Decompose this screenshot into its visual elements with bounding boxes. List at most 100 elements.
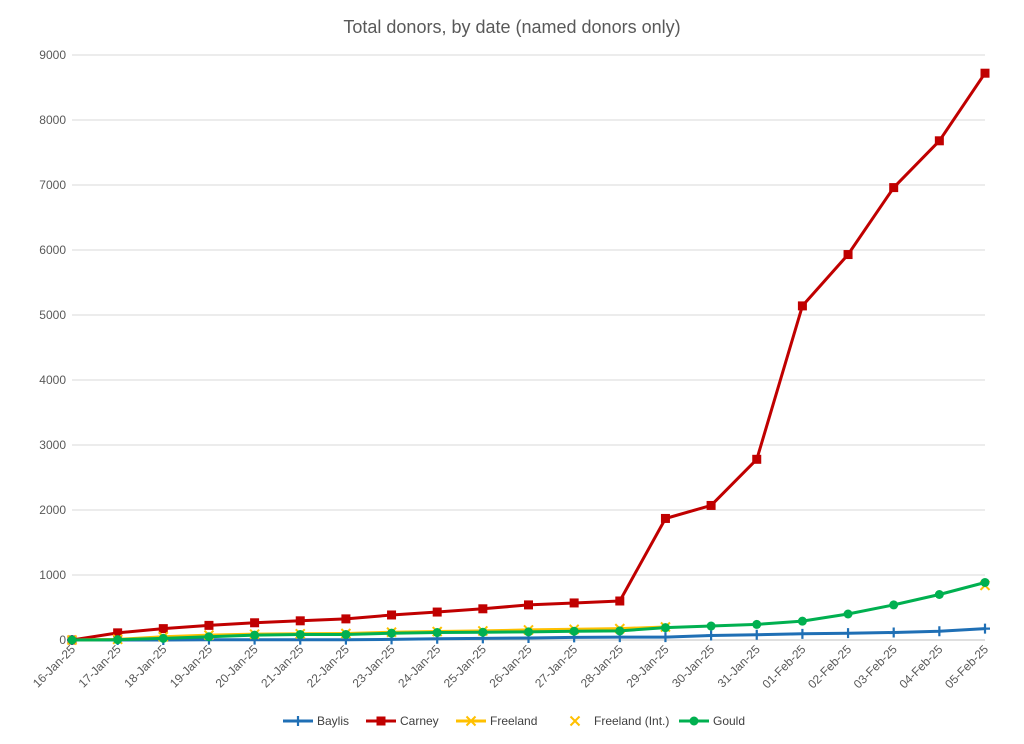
- data-point-carney: [250, 618, 260, 628]
- data-point-gould: [752, 619, 762, 629]
- gridlines: [72, 54, 985, 641]
- y-tick-label: 9000: [39, 48, 66, 62]
- legend-item-carney: Carney: [366, 714, 439, 728]
- data-point-carney: [341, 614, 351, 624]
- data-point-gould: [387, 628, 397, 638]
- data-point-gould: [797, 616, 807, 626]
- data-point-carney: [524, 600, 533, 610]
- data-point-gould: [843, 609, 853, 619]
- legend-swatch-marker: [376, 716, 386, 726]
- data-point-carney: [387, 610, 397, 620]
- x-tick-label: 31-Jan-25: [715, 642, 763, 690]
- data-point-gould: [67, 635, 77, 645]
- x-tick-label: 28-Jan-25: [578, 642, 626, 690]
- data-point-carney: [204, 620, 214, 630]
- series-line-carney: [71, 72, 987, 642]
- legend-label: Carney: [400, 714, 439, 728]
- data-point-gould: [341, 629, 351, 639]
- x-tick-label: 21-Jan-25: [258, 642, 306, 690]
- data-point-carney: [797, 301, 807, 311]
- y-tick-label: 6000: [39, 243, 66, 257]
- data-point-carney: [706, 500, 716, 510]
- legend-swatch-marker: [293, 716, 303, 726]
- series-layer: [66, 68, 991, 646]
- x-tick-label: 03-Feb-25: [851, 642, 900, 691]
- legend-label: Gould: [713, 714, 745, 728]
- data-point-gould: [158, 633, 168, 643]
- data-point-gould: [660, 623, 670, 633]
- data-point-carney: [980, 68, 990, 78]
- series-gould: [67, 577, 990, 645]
- data-point-gould: [934, 590, 944, 599]
- chart-title: Total donors, by date (named donors only…: [343, 17, 680, 37]
- y-tick-label: 8000: [39, 113, 66, 127]
- data-point-baylis: [751, 629, 762, 640]
- legend-label: Freeland (Int.): [594, 714, 669, 728]
- data-point-gould: [432, 628, 442, 638]
- x-axis-tick-labels: 16-Jan-2517-Jan-2518-Jan-2519-Jan-2520-J…: [30, 642, 991, 691]
- legend-label: Baylis: [317, 714, 349, 728]
- x-tick-label: 04-Feb-25: [896, 642, 945, 691]
- data-point-carney: [432, 607, 442, 617]
- y-tick-label: 3000: [39, 438, 66, 452]
- data-point-baylis: [706, 630, 717, 641]
- legend-swatch-marker: [569, 715, 581, 727]
- x-tick-label: 05-Feb-25: [942, 642, 991, 691]
- y-tick-label: 2000: [39, 503, 66, 517]
- data-point-gould: [569, 626, 579, 636]
- legend: Baylis Carney Freeland Freeland (Int.) Gould: [283, 714, 745, 728]
- data-point-carney: [113, 628, 123, 638]
- data-point-carney: [569, 598, 579, 608]
- data-point-gould: [204, 632, 214, 642]
- data-point-gould: [478, 627, 488, 637]
- y-tick-label: 7000: [39, 178, 66, 192]
- y-tick-label: 0: [59, 633, 66, 647]
- x-tick-label: 24-Jan-25: [395, 642, 443, 690]
- y-tick-label: 4000: [39, 373, 66, 387]
- x-tick-label: 18-Jan-25: [121, 642, 169, 690]
- data-point-gould: [706, 621, 716, 631]
- y-axis-tick-labels: 0 1000 2000 3000 4000 5000 6000 7000 8000 9000: [39, 48, 66, 647]
- x-tick-label: 25-Jan-25: [441, 642, 489, 690]
- data-point-carney: [752, 454, 762, 464]
- data-point-baylis: [843, 628, 854, 639]
- data-point-gould: [250, 630, 260, 640]
- x-tick-label: 27-Jan-25: [532, 642, 580, 690]
- x-tick-label: 30-Jan-25: [669, 642, 717, 690]
- data-point-baylis: [980, 623, 990, 634]
- y-tick-label: 5000: [39, 308, 66, 322]
- x-tick-label: 01-Feb-25: [759, 642, 808, 691]
- data-point-gould: [980, 577, 990, 587]
- x-tick-label: 20-Jan-25: [213, 642, 261, 690]
- legend-label: Freeland: [490, 714, 537, 728]
- data-point-carney: [889, 183, 899, 193]
- series-carney: [67, 68, 990, 645]
- legend-item-freeland-int: Freeland (Int.): [569, 714, 669, 728]
- legend-item-gould: Gould: [679, 714, 745, 728]
- legend-item-freeland: Freeland: [456, 714, 537, 728]
- x-tick-label: 26-Jan-25: [487, 642, 535, 690]
- data-point-carney: [295, 616, 305, 626]
- data-point-carney: [478, 604, 488, 614]
- data-point-baylis: [934, 626, 945, 637]
- legend-swatch-marker: [689, 716, 699, 726]
- x-tick-label: 17-Jan-25: [76, 642, 124, 690]
- x-tick-label: 02-Feb-25: [805, 642, 854, 691]
- x-tick-label: 19-Jan-25: [167, 642, 215, 690]
- data-point-baylis: [660, 632, 671, 643]
- data-point-baylis: [888, 627, 899, 638]
- x-tick-label: 23-Jan-25: [350, 642, 398, 690]
- data-point-gould: [524, 627, 533, 637]
- data-point-gould: [889, 600, 899, 610]
- data-point-carney: [843, 250, 853, 260]
- x-tick-label: 29-Jan-25: [623, 642, 671, 690]
- legend-item-baylis: Baylis: [283, 714, 349, 728]
- data-point-baylis: [797, 628, 808, 639]
- legend-swatch-marker: [465, 715, 477, 727]
- data-point-gould: [113, 635, 123, 645]
- data-point-carney: [158, 624, 168, 634]
- data-point-gould: [615, 626, 625, 636]
- data-point-gould: [295, 629, 305, 639]
